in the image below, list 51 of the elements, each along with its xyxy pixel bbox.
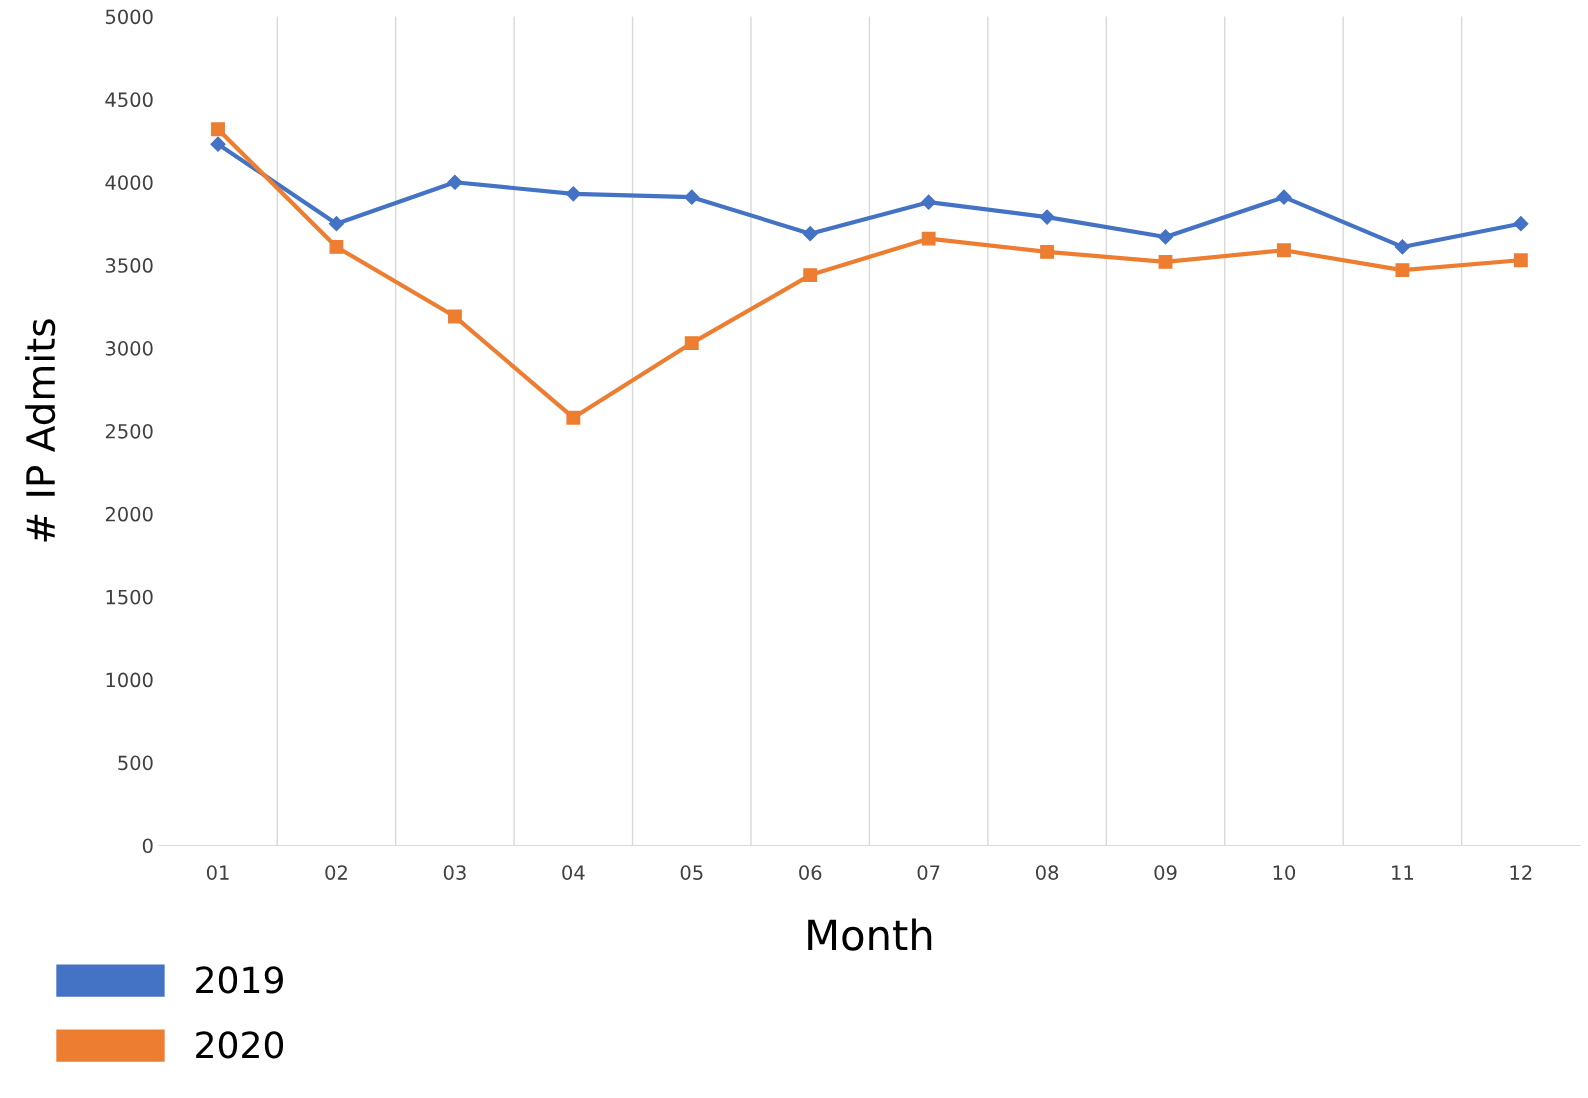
- x-tick-label: 02: [325, 865, 347, 880]
- point: [1157, 229, 1174, 245]
- point: [684, 336, 699, 351]
- point: [1513, 253, 1528, 268]
- point: [921, 231, 936, 246]
- point: [566, 410, 581, 425]
- point: [1276, 189, 1292, 205]
- x-tick-label: 12: [1510, 865, 1532, 880]
- point: [802, 226, 818, 242]
- y-tick-label: 1500: [106, 589, 153, 605]
- point: [1040, 244, 1055, 259]
- point: [565, 186, 581, 202]
- x-tick-label: 01: [206, 865, 229, 880]
- x-tick-label: 04: [562, 865, 585, 880]
- y-tick-label: 5000: [105, 9, 153, 25]
- x-tick-label: 09: [1154, 865, 1177, 880]
- point: [447, 309, 462, 324]
- y-tick-label: 0: [142, 838, 153, 854]
- y-tick-label: 1000: [106, 672, 153, 688]
- y-tick-label: 3000: [105, 341, 153, 356]
- x-tick-label: 05: [680, 865, 703, 880]
- point: [1394, 239, 1410, 255]
- y-tick-label: 4000: [105, 175, 153, 190]
- x-tick-label: 06: [799, 865, 822, 880]
- y-axis-title: # IP Admits: [25, 319, 56, 542]
- point: [447, 174, 463, 190]
- x-tick-label: 08: [1036, 865, 1059, 880]
- point: [803, 268, 818, 283]
- y-tick-label: 3500: [105, 258, 153, 273]
- x-tick-label: 03: [443, 865, 466, 880]
- point: [328, 216, 345, 232]
- y-tick-label: 2500: [105, 423, 153, 439]
- point: [1277, 243, 1291, 258]
- y-tick-label: 2000: [105, 506, 153, 522]
- x-tick-label: 10: [1273, 865, 1296, 880]
- point: [1158, 254, 1173, 269]
- x-tick-label: 11: [1392, 865, 1413, 880]
- point: [329, 239, 344, 254]
- y-tick-label: 4500: [105, 92, 153, 108]
- point: [211, 122, 225, 137]
- y-tick-label: 500: [118, 755, 153, 771]
- point: [1513, 216, 1529, 232]
- legend-label: 2019: [196, 966, 283, 994]
- point: [684, 189, 700, 205]
- point: [1039, 209, 1055, 225]
- legend-label: 2020: [196, 1031, 284, 1059]
- point: [1395, 263, 1410, 278]
- x-tick-label: 07: [917, 865, 940, 880]
- point: [921, 194, 937, 210]
- x-axis-title: Month: [808, 918, 932, 951]
- point: [210, 136, 226, 152]
